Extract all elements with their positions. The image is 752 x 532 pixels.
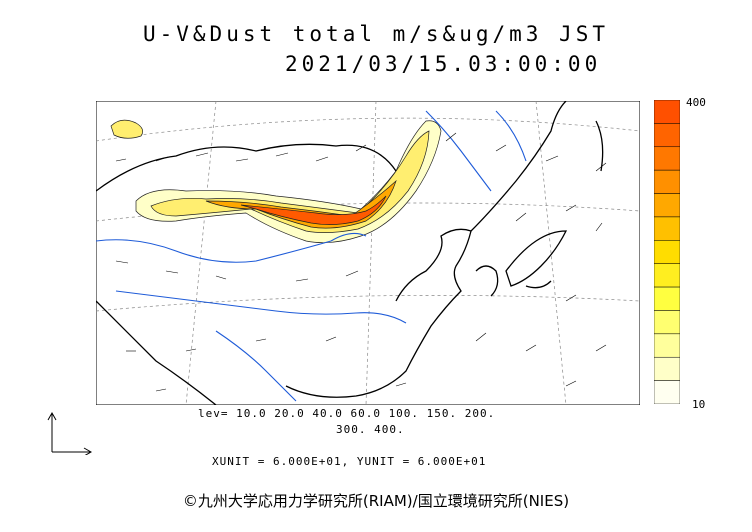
legend-min-label: 10 <box>692 398 706 411</box>
rivers <box>96 110 527 402</box>
contour-levels-line2: 300. 400. <box>336 423 405 436</box>
legend-swatch <box>654 100 680 124</box>
contour-levels-line1: lev= 10.0 20.0 40.0 60.0 100. 150. 200. <box>198 407 496 420</box>
legend-swatch <box>654 263 680 288</box>
plume-mid <box>150 130 430 233</box>
plume-west-blob <box>110 119 143 139</box>
map-title: U-V&Dust total m/s&ug/m3 JST <box>142 22 609 46</box>
legend-swatch <box>654 356 680 381</box>
legend-max-label: 400 <box>686 96 706 109</box>
legend-swatch <box>654 123 680 148</box>
dust-plume <box>110 119 442 243</box>
legend-swatch <box>654 286 680 311</box>
dust-wind-map <box>96 101 640 405</box>
coastlines <box>96 101 604 405</box>
copyright-credit: ©九州大学応用力学研究所(RIAM)/国立環境研究所(NIES) <box>182 492 570 510</box>
legend-swatch <box>654 216 680 241</box>
map-datetime: 2021/03/15.03:00:00 <box>285 52 602 76</box>
axis-orientation-icon <box>47 411 93 455</box>
legend-swatch <box>654 310 680 335</box>
legend-swatch <box>654 380 680 404</box>
legend-swatch <box>654 240 680 264</box>
vector-units: XUNIT = 6.000E+01, YUNIT = 6.000E+01 <box>212 455 487 468</box>
legend-swatch <box>654 193 680 218</box>
legend-swatch <box>654 146 680 171</box>
color-legend <box>654 100 680 404</box>
legend-swatch <box>654 169 680 194</box>
plume-core <box>240 195 387 225</box>
wind-vectors <box>115 132 607 392</box>
legend-swatch <box>654 333 680 358</box>
legend-swatches <box>654 100 680 404</box>
